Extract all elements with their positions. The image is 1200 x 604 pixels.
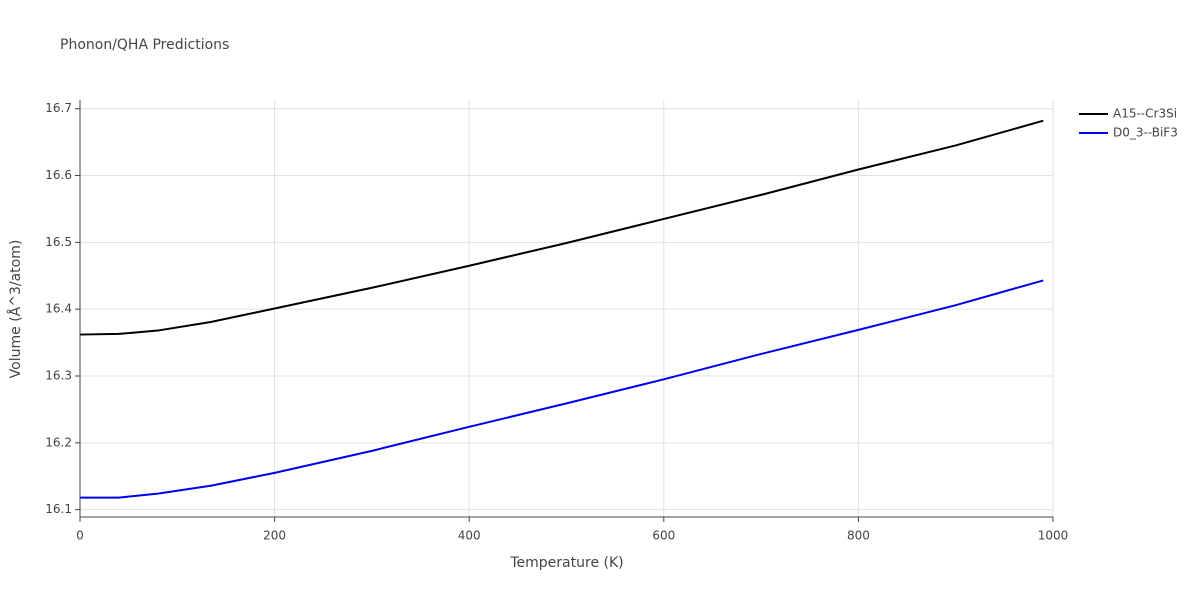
series-line [79,119,1044,336]
legend-label: A15--Cr3Si [1113,107,1177,121]
y-axis-label: Volume (Å^3/atom) [7,240,24,379]
x-tick-label: 0 [76,529,84,543]
x-axis-label: Temperature (K) [509,555,623,571]
y-tick-label: 16.1 [45,502,72,516]
legend-label: D0_3--BiF3 [1113,126,1178,140]
x-tick-label: 1000 [1038,529,1069,543]
y-tick-label: 16.5 [45,235,72,249]
y-tick-label: 16.2 [45,435,72,449]
x-tick-label: 600 [652,529,675,543]
chart-title: Phonon/QHA Predictions [60,37,229,53]
y-tick-label: 16.7 [45,101,72,115]
series-line [80,279,1044,499]
x-tick-label: 400 [458,529,481,543]
y-tick-label: 16.6 [45,168,72,182]
x-tick-label: 800 [847,529,870,543]
y-tick-label: 16.4 [45,302,72,316]
x-tick-label: 200 [263,529,286,543]
y-tick-label: 16.3 [45,368,72,382]
